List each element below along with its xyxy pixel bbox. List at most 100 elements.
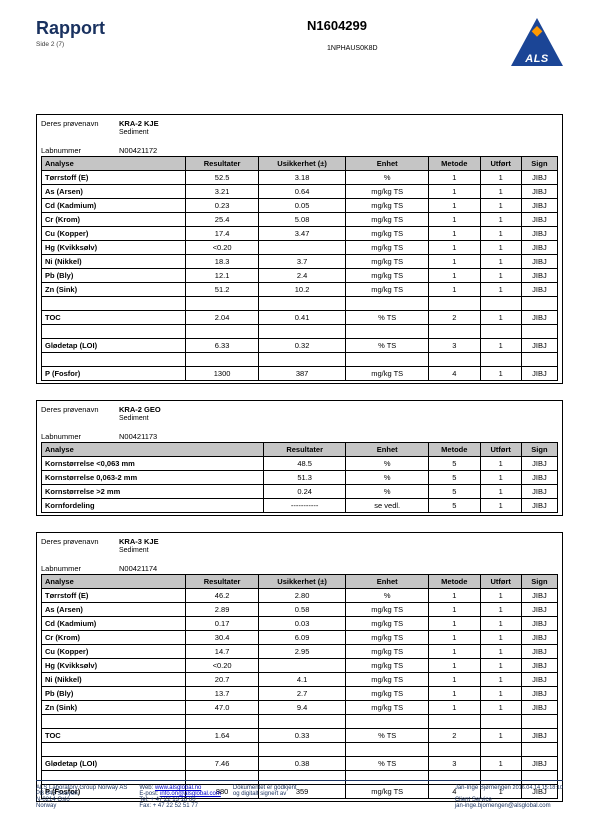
cell-value: JIBJ (521, 227, 557, 241)
cell-value: JIBJ (521, 499, 557, 513)
cell-value: 9.4 (258, 701, 346, 715)
col-header: Analyse (42, 575, 186, 589)
cell-value: % (346, 471, 429, 485)
cell-value: JIBJ (521, 687, 557, 701)
cell-value: JIBJ (521, 631, 557, 645)
sample-label: Deres prøvenavn (41, 537, 119, 546)
cell-value: JIBJ (521, 485, 557, 499)
analyte-name: Zn (Sink) (42, 701, 186, 715)
cell-value: JIBJ (521, 185, 557, 199)
table-row: Cd (Kadmium)0.230.05mg/kg TS11JIBJ (42, 199, 558, 213)
results-table: AnalyseResultaterUsikkerhet (±)EnhetMeto… (41, 574, 558, 799)
cell-value: JIBJ (521, 645, 557, 659)
cell-value: 1 (428, 227, 480, 241)
table-row: Kornstørrelse <0,063 mm48.5%51JIBJ (42, 457, 558, 471)
analysis-block: Deres prøvenavnKRA-3 KJESedimentLabnumme… (36, 532, 563, 802)
cell-value: 0.23 (186, 199, 258, 213)
cell-value: 2.04 (186, 311, 258, 325)
sample-label: Deres prøvenavn (41, 119, 119, 128)
cell-value: 1 (428, 199, 480, 213)
cell-value: JIBJ (521, 589, 557, 603)
analyte-name: Ni (Nikkel) (42, 255, 186, 269)
analyte-name: Tørrstoff (E) (42, 171, 186, 185)
col-header: Resultater (186, 575, 258, 589)
cell-value: mg/kg TS (346, 701, 429, 715)
cell-value: 0.41 (258, 311, 346, 325)
cell-value: mg/kg TS (346, 617, 429, 631)
analysis-block: Deres prøvenavnKRA-2 GEOSedimentLabnumme… (36, 400, 563, 516)
cell-value: 13.7 (186, 687, 258, 701)
cell-value: JIBJ (521, 255, 557, 269)
cell-value: mg/kg TS (346, 227, 429, 241)
cell-value: mg/kg TS (346, 283, 429, 297)
cell-value: 1 (480, 757, 521, 771)
cell-value: 1300 (186, 367, 258, 381)
cell-value: 1 (480, 499, 521, 513)
cell-value: % (346, 589, 429, 603)
cell-value: JIBJ (521, 673, 557, 687)
cell-value: JIBJ (521, 339, 557, 353)
cell-value: 7.46 (186, 757, 258, 771)
table-row: Glødetap (LOI)7.460.38% TS31JIBJ (42, 757, 558, 771)
cell-value: 0.58 (258, 603, 346, 617)
cell-value: 1 (480, 255, 521, 269)
cell-value: JIBJ (521, 457, 557, 471)
cell-value: mg/kg TS (346, 603, 429, 617)
col-header: Resultater (263, 443, 346, 457)
analyte-name: Tørrstoff (E) (42, 589, 186, 603)
table-row: Cu (Kopper)14.72.95mg/kg TS11JIBJ (42, 645, 558, 659)
page-footer: ALS Laboratory Group Norway ASPB 643 Skø… (36, 780, 563, 809)
cell-value: 0.03 (258, 617, 346, 631)
col-header: Analyse (42, 157, 186, 171)
analyte-name: TOC (42, 311, 186, 325)
labnum: N00421174 (119, 564, 157, 573)
cell-value: 1 (428, 283, 480, 297)
col-header: Analyse (42, 443, 264, 457)
cell-value: 1 (480, 269, 521, 283)
analyte-name: Glødetap (LOI) (42, 757, 186, 771)
cell-value: JIBJ (521, 659, 557, 673)
cell-value: 30.4 (186, 631, 258, 645)
cell-value: 1 (480, 311, 521, 325)
cell-value: JIBJ (521, 701, 557, 715)
cell-value: % (346, 485, 429, 499)
col-header: Sign (521, 157, 557, 171)
cell-value: mg/kg TS (346, 213, 429, 227)
table-row (42, 353, 558, 367)
cell-value: 47.0 (186, 701, 258, 715)
col-header: Metode (428, 157, 480, 171)
cell-value: 12.1 (186, 269, 258, 283)
cell-value: 1.64 (186, 729, 258, 743)
col-header: Utført (480, 157, 521, 171)
cell-value: 1 (428, 603, 480, 617)
cell-value: 10.2 (258, 283, 346, 297)
table-row: Cr (Krom)25.45.08mg/kg TS11JIBJ (42, 213, 558, 227)
analyte-name: Cu (Kopper) (42, 227, 186, 241)
labnum: N00421172 (119, 146, 157, 155)
cell-value: ----------- (263, 499, 346, 513)
cell-value: 14.7 (186, 645, 258, 659)
sample-name: KRA-2 GEO (119, 405, 161, 414)
cell-value: JIBJ (521, 471, 557, 485)
analyte-name: As (Arsen) (42, 185, 186, 199)
cell-value: 1 (480, 471, 521, 485)
footer-contact: Web: www.alsglobal.noE-post: info.on@als… (139, 785, 220, 809)
logo-text: ALS (511, 53, 563, 65)
cell-value: JIBJ (521, 241, 557, 255)
cell-value: 1 (480, 227, 521, 241)
col-header: Utført (480, 443, 521, 457)
cell-value: 1 (480, 603, 521, 617)
cell-value: 2 (428, 311, 480, 325)
cell-value: 1 (428, 589, 480, 603)
cell-value: 4 (428, 367, 480, 381)
cell-value: mg/kg TS (346, 673, 429, 687)
cell-value: 1 (428, 269, 480, 283)
sample-type: Sediment (119, 415, 149, 422)
cell-value: 0.32 (258, 339, 346, 353)
labnum-label: Labnummer (41, 432, 119, 441)
sample-name: KRA-3 KJE (119, 537, 159, 546)
cell-value: 52.5 (186, 171, 258, 185)
cell-value: se vedl. (346, 499, 429, 513)
analyte-name: TOC (42, 729, 186, 743)
cell-value: 1 (428, 701, 480, 715)
